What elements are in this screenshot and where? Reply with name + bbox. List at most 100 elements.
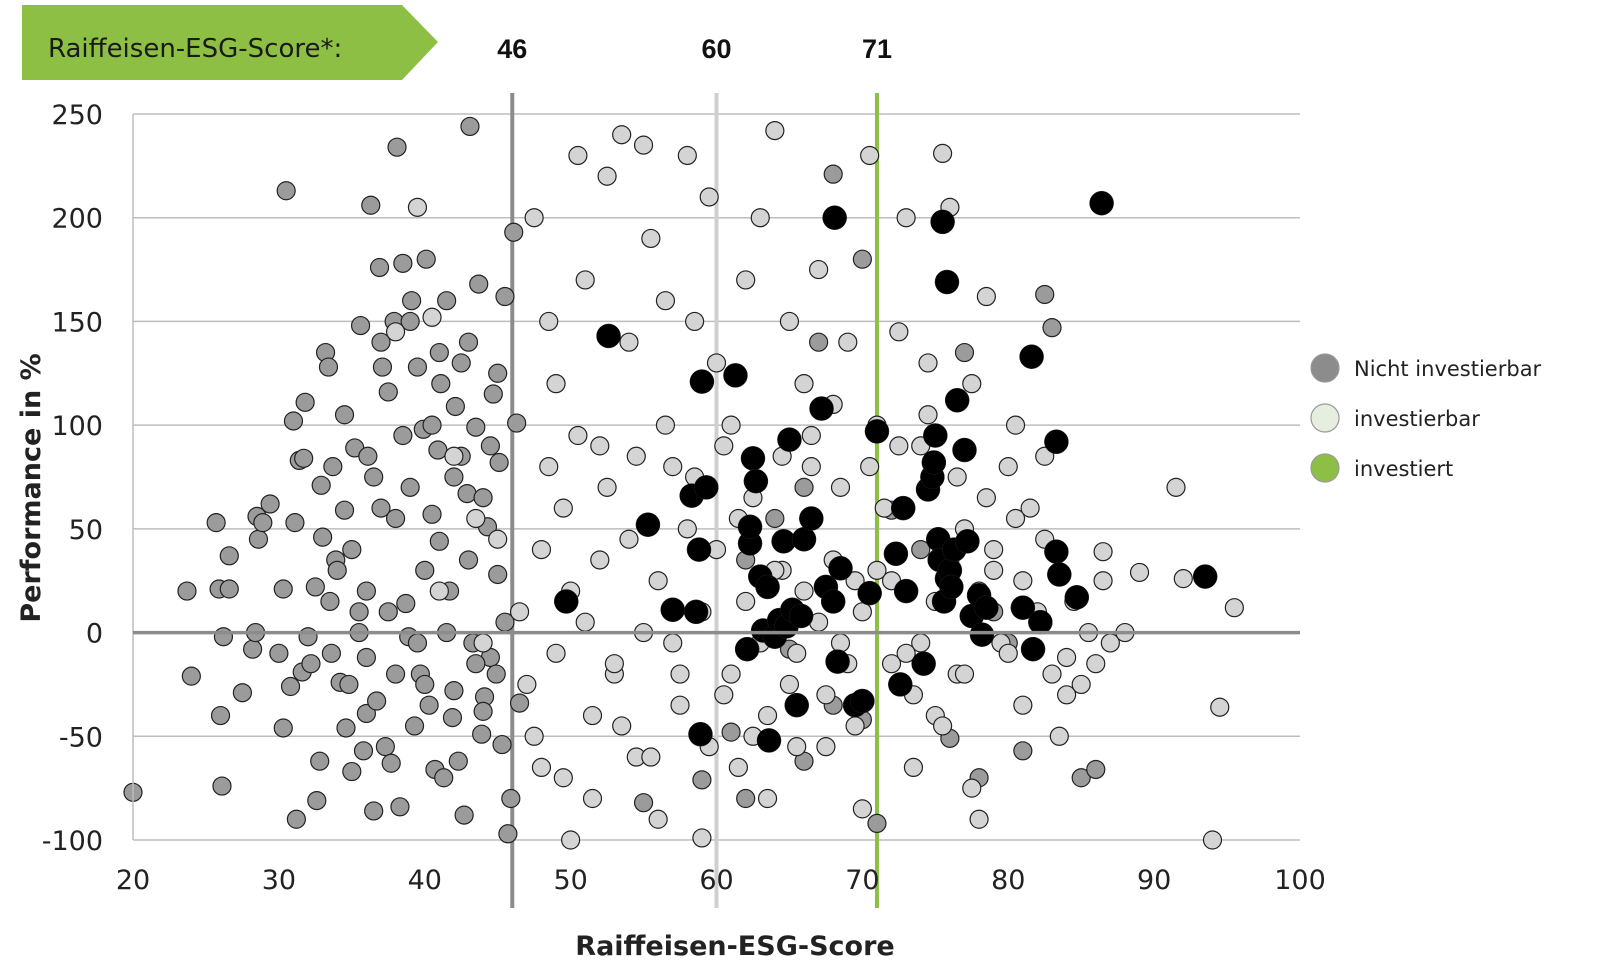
data-point — [737, 514, 763, 540]
data-point — [501, 788, 521, 809]
data-point — [407, 357, 428, 377]
data-point — [539, 311, 559, 332]
data-point — [396, 593, 416, 614]
data-point — [626, 446, 646, 466]
data-point — [232, 683, 253, 703]
data-point — [458, 332, 479, 352]
data-point — [801, 425, 821, 446]
data-point — [954, 664, 975, 684]
data-point — [850, 688, 875, 714]
data-point — [269, 643, 289, 663]
data-point — [984, 539, 1004, 560]
data-point — [1086, 654, 1106, 674]
data-point — [402, 291, 422, 311]
data-point — [177, 581, 197, 601]
data-point — [893, 578, 919, 604]
data-point — [921, 450, 947, 475]
legend-label: investiert — [1354, 457, 1453, 481]
data-point — [867, 560, 887, 580]
data-point — [597, 477, 617, 497]
data-point — [378, 382, 398, 402]
data-point — [457, 483, 477, 504]
data-point — [353, 741, 374, 761]
x-tick-label: 30 — [262, 865, 296, 896]
y-tick-label: 150 — [51, 307, 103, 338]
data-point — [1049, 726, 1069, 746]
data-point — [694, 475, 719, 500]
x-tick-label: 80 — [991, 865, 1025, 896]
data-point — [466, 654, 486, 674]
data-point — [860, 145, 880, 166]
data-point — [356, 703, 376, 724]
data-point — [473, 633, 493, 653]
data-point — [283, 411, 304, 431]
data-point — [486, 664, 506, 684]
data-point — [1013, 741, 1033, 761]
data-point — [699, 187, 719, 207]
legend: Nicht investierbar investierbar investiert — [1310, 353, 1542, 483]
data-point — [683, 599, 709, 625]
data-point — [689, 369, 715, 394]
x-tick-label: 20 — [116, 865, 150, 896]
data-point — [356, 647, 376, 668]
data-point — [327, 560, 347, 580]
data-point — [1005, 415, 1026, 435]
data-point — [364, 801, 384, 821]
data-point — [381, 753, 401, 773]
series-investiert — [553, 190, 1218, 753]
data-point — [777, 427, 802, 452]
data-point — [757, 788, 778, 809]
data-point — [206, 513, 226, 533]
data-point — [539, 457, 559, 477]
data-point — [473, 701, 493, 721]
data-point — [313, 527, 333, 547]
data-point — [998, 457, 1018, 477]
data-point — [820, 589, 846, 614]
data-point — [553, 589, 579, 614]
x-axis-title: Raiffeisen-ESG-Score — [575, 931, 894, 962]
legend-marker — [1310, 403, 1340, 433]
data-point — [845, 571, 865, 591]
data-point — [445, 396, 465, 417]
legend-marker — [1310, 453, 1340, 483]
data-point — [285, 513, 305, 533]
data-point — [429, 342, 449, 363]
data-point — [1224, 598, 1244, 618]
data-point — [663, 633, 683, 653]
data-point — [509, 693, 530, 713]
data-point — [310, 751, 330, 771]
data-point — [286, 809, 306, 829]
data-point — [933, 716, 953, 736]
data-point — [918, 353, 938, 373]
data-point — [1064, 585, 1090, 610]
data-point — [663, 457, 683, 477]
x-tick-label: 40 — [408, 865, 442, 896]
data-point — [779, 674, 800, 695]
data-point — [371, 332, 391, 352]
data-point — [1035, 284, 1055, 305]
data-point — [434, 768, 454, 788]
threshold-label: 60 — [701, 34, 731, 64]
data-point — [911, 539, 931, 560]
data-point — [448, 751, 468, 771]
data-point — [444, 681, 464, 701]
data-point — [568, 425, 588, 446]
data-point — [838, 332, 858, 352]
data-point — [655, 291, 676, 311]
legend-label: investierbar — [1354, 407, 1480, 431]
data-point — [590, 436, 610, 456]
data-point — [633, 793, 654, 813]
data-point — [358, 446, 378, 466]
data-point — [791, 526, 817, 552]
data-point — [1093, 571, 1113, 591]
threshold-lines: 46 60 71 — [497, 34, 892, 908]
data-point — [219, 546, 239, 566]
threshold-label: 71 — [862, 34, 892, 64]
data-point — [361, 195, 381, 215]
data-point — [740, 446, 766, 471]
data-point — [933, 143, 953, 164]
data-point — [685, 311, 705, 332]
data-point — [488, 564, 508, 585]
data-point — [350, 315, 371, 336]
